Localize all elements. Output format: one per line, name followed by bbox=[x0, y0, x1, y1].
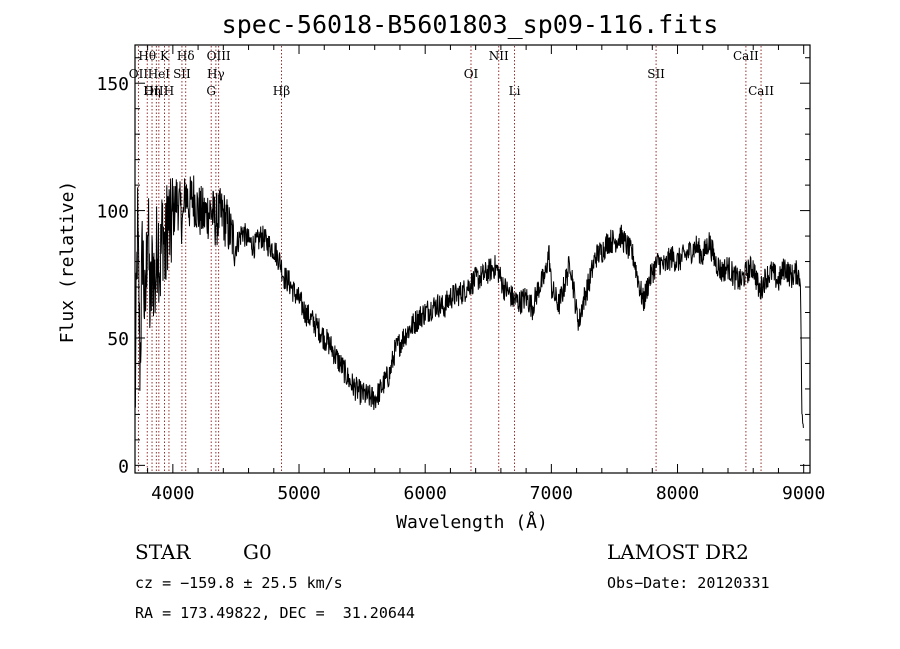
y-tick-label: 50 bbox=[107, 329, 129, 350]
line-marker-label: Hδ bbox=[177, 49, 195, 63]
line-marker-label: HeI bbox=[148, 67, 171, 81]
line-marker-label: Li bbox=[509, 84, 521, 98]
line-marker-label: NII bbox=[489, 49, 509, 63]
line-marker-label: CaII bbox=[748, 84, 774, 98]
y-tick-label: 0 bbox=[118, 456, 129, 477]
line-marker-label: Hβ bbox=[273, 84, 290, 98]
y-tick-label: 150 bbox=[96, 74, 129, 95]
line-marker-label: OII bbox=[129, 67, 149, 81]
y-axis-label: Flux (relative) bbox=[57, 181, 78, 344]
line-marker-label: Hθ bbox=[138, 49, 156, 63]
chart-title: spec-56018-B5601803_sp09-116.fits bbox=[222, 10, 719, 39]
line-marker-label: SII bbox=[647, 67, 665, 81]
survey-name: LAMOST DR2 bbox=[607, 540, 749, 564]
y-tick-label: 100 bbox=[96, 202, 129, 223]
plot-frame bbox=[134, 44, 811, 474]
x-tick-label: 9000 bbox=[782, 483, 825, 504]
line-marker-label: OI bbox=[464, 67, 479, 81]
line-marker-label: OIII bbox=[207, 49, 231, 63]
coordinates: RA = 173.49822, DEC = 31.20644 bbox=[135, 604, 415, 622]
redshift-cz: cz = −159.8 ± 25.5 km/s bbox=[135, 574, 343, 592]
x-tick-label: 8000 bbox=[656, 483, 699, 504]
line-marker-label: SII bbox=[173, 67, 191, 81]
x-tick-label: 6000 bbox=[404, 483, 447, 504]
line-marker-label: CaII bbox=[733, 49, 759, 63]
x-tick-label: 7000 bbox=[530, 483, 573, 504]
line-marker-label: OIII bbox=[144, 84, 168, 98]
x-tick-label: 4000 bbox=[151, 483, 194, 504]
x-axis-label: Wavelength (Å) bbox=[396, 511, 548, 533]
object-class: STAR bbox=[135, 540, 191, 564]
object-subclass: G0 bbox=[243, 540, 272, 564]
line-marker-label: Hη bbox=[143, 84, 161, 98]
line-marker-label: Hγ bbox=[207, 67, 225, 81]
line-marker-label: K bbox=[160, 49, 170, 63]
line-marker-label: G bbox=[206, 84, 216, 98]
observation-date: Obs−Date: 20120331 bbox=[607, 574, 770, 592]
spectrum-line bbox=[134, 175, 804, 428]
line-marker-label: H bbox=[164, 84, 174, 98]
spectrum-series bbox=[134, 175, 804, 428]
axes: 4000 5000 6000 7000 8000 9000 0 50 100 150 bbox=[96, 45, 825, 504]
x-tick-label: 5000 bbox=[277, 483, 320, 504]
